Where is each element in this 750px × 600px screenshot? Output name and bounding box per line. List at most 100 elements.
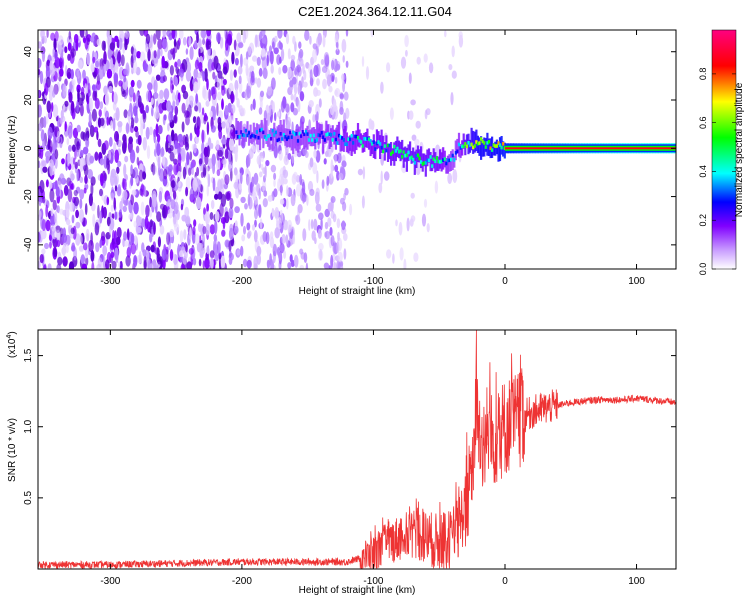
- spectrogram-noise-blob: [415, 120, 421, 129]
- spectrogram-noise-blob: [287, 153, 292, 160]
- spectrogram-noise-blob: [246, 222, 251, 231]
- x-tick-label: -300: [100, 276, 120, 287]
- spectrogram-noise-blob: [123, 75, 127, 83]
- spectrogram-noise-blob: [143, 255, 147, 269]
- spectrogram-ridge-halo: [385, 135, 388, 150]
- spectrogram-ridge-core: [462, 144, 465, 149]
- spectrogram-noise-blob: [344, 187, 349, 196]
- spectrogram-noise-blob: [254, 219, 257, 228]
- spectrogram-noise-blob: [110, 204, 114, 212]
- spectrogram-ridge-core: [396, 146, 399, 151]
- spectrogram-noise-blob: [90, 36, 95, 43]
- spectrogram-noise-blob: [191, 168, 194, 176]
- snr-x-label: Height of straight line (km): [299, 585, 416, 596]
- spectrogram-ridge-core: [382, 149, 385, 154]
- spectrogram-noise-blob: [263, 190, 268, 197]
- spectrogram-ridge-core: [284, 135, 287, 139]
- spectrogram-noise-blob: [103, 172, 108, 182]
- spectrogram-noise-blob: [112, 230, 115, 243]
- spectrogram-noise-blob: [67, 72, 71, 79]
- spectrogram-noise-blob: [79, 103, 84, 117]
- spectrogram-noise-blob: [424, 109, 428, 120]
- spectrogram-noise-blob: [361, 195, 365, 209]
- spectrogram-noise-blob: [130, 233, 135, 245]
- spectrogram-noise-blob: [259, 171, 263, 178]
- spectrogram-ridge-halo: [409, 141, 412, 160]
- spectrogram-noise-blob: [174, 223, 180, 232]
- spectrogram-ridge-core: [319, 133, 322, 138]
- spectrogram-noise-blob: [40, 217, 44, 230]
- spectrogram-noise-blob: [118, 123, 122, 133]
- spectrogram-noise-blob: [140, 123, 144, 137]
- spectrogram-noise-blob: [111, 260, 117, 269]
- spectrogram-noise-blob: [113, 72, 119, 83]
- spectrogram-noise-blob: [310, 219, 314, 230]
- spectrogram-ridge-halo: [377, 131, 380, 149]
- spectrogram-noise-blob: [256, 253, 262, 265]
- spectrogram-noise-blob: [123, 109, 128, 119]
- spectrogram-ridge: [235, 118, 676, 177]
- spectrogram-noise-blob: [110, 172, 115, 187]
- spectrogram-noise-blob: [221, 138, 227, 145]
- spectrogram-noise-blob: [309, 157, 314, 168]
- spectrogram-noise-blob: [149, 126, 153, 136]
- spectrogram-noise-blob: [305, 262, 309, 269]
- spectrogram-noise-blob: [157, 156, 161, 169]
- spectrogram-noise-blob: [96, 130, 99, 141]
- spectrogram-ridge-core: [347, 137, 350, 141]
- spectrogram-ridge-core: [309, 133, 312, 138]
- spectrogram-noise-blob: [303, 252, 308, 263]
- spectrogram-noise-blob: [316, 36, 321, 48]
- spectrogram-ridge-core: [281, 137, 284, 141]
- spectrogram-noise-blob: [179, 68, 185, 78]
- spectrogram-noise-blob: [217, 78, 221, 91]
- spectrogram-ridge-halo: [356, 123, 360, 147]
- spectrogram-noise-blob: [70, 182, 75, 191]
- spectrogram-noise-blob: [160, 147, 165, 158]
- spectrogram-noise-blob: [277, 30, 283, 39]
- spectrogram-noise-blob: [94, 151, 99, 161]
- spectrogram-noise-blob: [128, 86, 135, 98]
- spectrogram-ridge-core: [431, 164, 434, 168]
- spectrogram-noise-blob: [94, 222, 100, 236]
- spectrogram-noise-blob: [323, 262, 330, 269]
- spectrogram-noise-blob: [56, 229, 61, 242]
- spectrogram-noise-blob: [231, 51, 235, 65]
- spectrogram-ridge-core: [461, 144, 464, 149]
- spectrogram-noise-blob: [157, 257, 162, 265]
- spectrogram-ridge-halo: [349, 135, 352, 151]
- spectrogram-noise-blob: [56, 239, 61, 248]
- spectrogram-noise-blob: [138, 251, 142, 263]
- spectrogram-ridge-core: [259, 128, 262, 133]
- spectrogram-noise-blob: [106, 116, 110, 126]
- x-tick-label: 0: [502, 276, 508, 287]
- spectrogram-noise-blob: [68, 144, 72, 152]
- spectrogram-noise-blob: [228, 150, 232, 165]
- spectrogram-ridge-core: [409, 156, 412, 161]
- spectrogram-noise-blob: [62, 103, 66, 112]
- spectrogram-ridge-halo: [331, 125, 334, 142]
- spectrogram-noise-blob: [116, 227, 122, 239]
- spectrogram-noise-blob: [84, 203, 88, 216]
- spectrogram-noise-blob: [152, 92, 159, 99]
- spectrogram-ridge-halo: [418, 149, 421, 163]
- spectrogram-ridge-core: [337, 133, 341, 138]
- spectrogram-noise-blob: [308, 219, 311, 231]
- spectrogram-noise-blob: [326, 74, 331, 87]
- spectrogram-ridge-halo: [276, 126, 279, 141]
- spectrogram-ridge-core: [320, 131, 323, 135]
- spectrogram-ridge-halo: [386, 146, 390, 162]
- spectrogram-ridge-core: [390, 152, 393, 156]
- spectrogram-noise-blob: [127, 139, 133, 154]
- spectrogram-noise-blob: [250, 75, 256, 86]
- spectrogram-noise-blob: [259, 90, 265, 98]
- spectrogram-ridge-core: [407, 150, 410, 155]
- spectrogram-noise-blob: [287, 66, 292, 79]
- spectrogram-noise-blob: [140, 201, 145, 216]
- x-tick-label: 0: [502, 576, 508, 587]
- spectrogram-noise-blob: [272, 101, 275, 113]
- spectrogram-noise-blob: [291, 76, 297, 85]
- spectrogram-noise-blob: [212, 177, 216, 192]
- spectrogram-noise-blob: [302, 63, 305, 74]
- spectrogram-noise-blob: [240, 53, 243, 68]
